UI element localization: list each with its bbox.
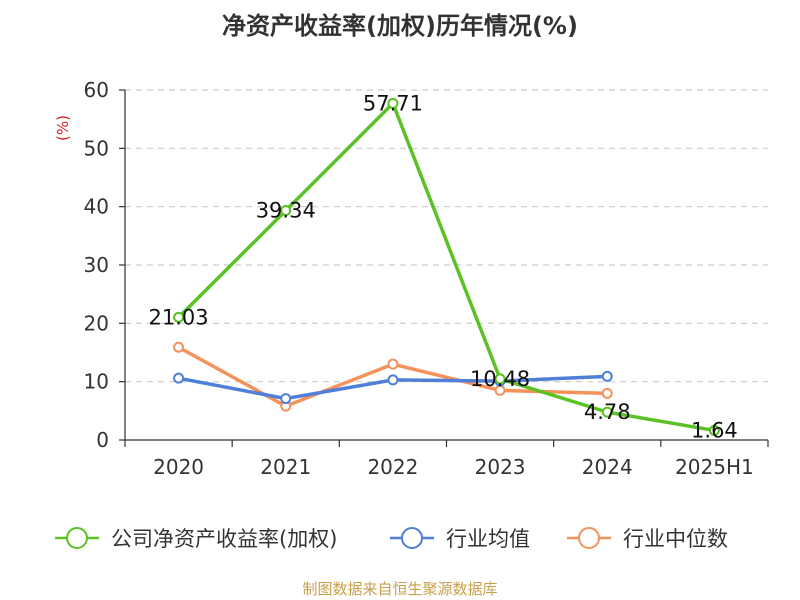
y-tick-label: 10 (84, 370, 109, 394)
x-tick-label: 2023 (475, 455, 526, 479)
data-point[interactable] (494, 373, 506, 385)
legend-marker (401, 527, 423, 549)
data-label: 1.64 (691, 418, 738, 442)
data-point[interactable] (708, 424, 720, 436)
y-tick-label: 20 (84, 311, 109, 335)
x-tick-label: 2020 (153, 455, 204, 479)
data-label: 21.03 (149, 305, 209, 329)
legend-item-1[interactable]: 行业均值 (390, 527, 530, 551)
data-source-note: 制图数据来自恒生聚源数据库 (302, 580, 498, 598)
data-labels: 21.03 39.34 57.71 10.48 4.78 1.64 (149, 91, 738, 442)
legend-item-0[interactable]: 公司净资产收益率(加权) (55, 527, 337, 551)
legend-label: 行业均值 (446, 527, 530, 551)
data-point[interactable] (173, 372, 185, 384)
x-tick-label: 2024 (582, 455, 633, 479)
data-label: 4.78 (584, 400, 631, 424)
legend-marker (578, 527, 600, 549)
data-label: 39.34 (256, 199, 316, 223)
legend[interactable]: 公司净资产收益率(加权) 行业均值 行业中位数 (55, 527, 728, 551)
data-point[interactable] (173, 341, 185, 353)
data-label: 57.71 (363, 91, 423, 115)
y-tick-label: 60 (84, 78, 109, 102)
x-tick-label: 2022 (367, 455, 418, 479)
x-tick-label: 2025H1 (675, 455, 754, 479)
legend-label: 行业中位数 (623, 527, 728, 551)
axes: 0 10 20 30 40 50 60 2020 2021 2022 2023 2024 2025H1 (… (54, 78, 769, 479)
series-lines (173, 97, 720, 436)
y-axis-unit: (%) (54, 115, 72, 141)
data-point[interactable] (387, 374, 399, 386)
grid-lines (125, 89, 768, 383)
series-line-0 (177, 101, 715, 433)
legend-marker (66, 527, 88, 549)
data-point[interactable] (280, 205, 292, 217)
data-point[interactable] (601, 387, 613, 399)
y-tick-label: 40 (84, 195, 109, 219)
chart-title: 净资产收益率(加权)历年情况(%) (222, 12, 578, 40)
data-point[interactable] (601, 370, 613, 382)
y-tick-label: 0 (96, 428, 109, 452)
data-point[interactable] (387, 97, 399, 109)
data-point[interactable] (173, 311, 185, 323)
data-point[interactable] (387, 358, 399, 370)
x-tick-label: 2021 (260, 455, 311, 479)
data-point[interactable] (601, 406, 613, 418)
data-point[interactable] (280, 393, 292, 405)
legend-item-2[interactable]: 行业中位数 (567, 527, 728, 551)
y-tick-label: 50 (84, 136, 109, 160)
y-tick-label: 30 (84, 253, 109, 277)
legend-label: 公司净资产收益率(加权) (111, 527, 337, 551)
data-label: 10.48 (470, 367, 530, 391)
